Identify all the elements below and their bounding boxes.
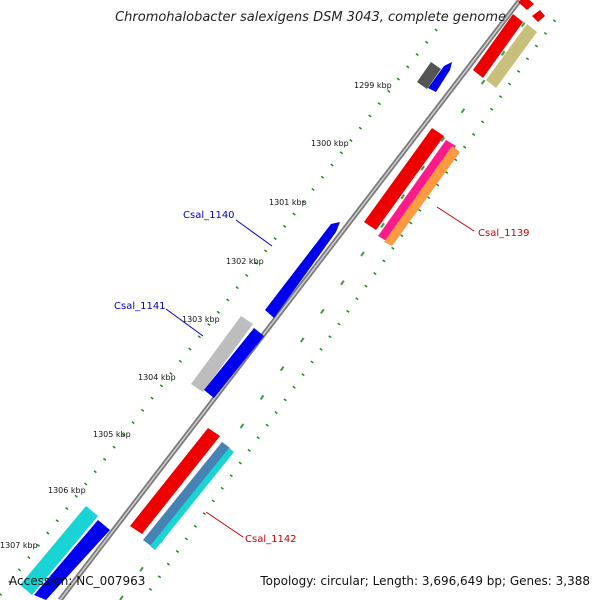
accession-text: Accession: NC_007963 bbox=[9, 574, 146, 588]
gene-features bbox=[20, 0, 545, 600]
scale-tick-label: 1303 kbp bbox=[182, 315, 220, 324]
inner-dotted-arc bbox=[148, 19, 557, 591]
topology-text: Topology: circular; Length: 3,696,649 bp… bbox=[260, 574, 590, 588]
scale-tick-label: 1302 kbp bbox=[226, 257, 264, 266]
genome-title: Chromohalobacter salexigens DSM 3043, co… bbox=[115, 10, 506, 25]
gene-label-csal-1141: Csal_1141 bbox=[114, 301, 166, 312]
gene-feature[interactable] bbox=[384, 146, 460, 246]
scale-tick-label: 1305 kbp bbox=[93, 430, 131, 439]
gene-feature-csal-1141[interactable] bbox=[191, 316, 253, 392]
gene-feature[interactable] bbox=[34, 520, 110, 600]
gene-feature[interactable] bbox=[204, 328, 264, 398]
gene-feature[interactable] bbox=[150, 448, 234, 550]
scale-tick-label: 1299 kbp bbox=[354, 81, 392, 90]
connector-csal-1142 bbox=[205, 511, 244, 538]
gene-feature[interactable] bbox=[486, 24, 537, 88]
scale-tick-label: 1307 kbp bbox=[0, 541, 38, 550]
scale-dotted-arc bbox=[0, 24, 442, 596]
gene-feature[interactable] bbox=[378, 140, 456, 242]
gene-feature[interactable] bbox=[417, 62, 441, 89]
scale-tick-label: 1306 kbp bbox=[48, 486, 86, 495]
gene-feature[interactable] bbox=[473, 14, 523, 78]
connector-csal-1141 bbox=[165, 308, 204, 337]
connector-csal-1140 bbox=[235, 219, 273, 247]
scale-tick-label: 1300 kbp bbox=[311, 139, 349, 148]
connector-csal-1139 bbox=[436, 206, 475, 232]
gene-feature[interactable] bbox=[428, 62, 452, 92]
gene-feature-csal-1140[interactable] bbox=[265, 222, 340, 318]
scale-tick-label: 1304 kbp bbox=[138, 373, 176, 382]
gene-label-csal-1139: Csal_1139 bbox=[478, 228, 530, 239]
gene-label-csal-1142: Csal_1142 bbox=[245, 534, 297, 545]
scale-tick-label: 1301 kbp bbox=[269, 198, 307, 207]
gene-label-csal-1140: Csal_1140 bbox=[183, 210, 235, 221]
gene-feature[interactable] bbox=[20, 506, 98, 595]
gene-feature-csal-1139[interactable] bbox=[364, 128, 444, 230]
gene-feature[interactable] bbox=[532, 10, 545, 22]
gene-feature[interactable] bbox=[518, 0, 534, 10]
gene-feature-csal-1142[interactable] bbox=[130, 428, 220, 534]
gene-feature[interactable] bbox=[143, 442, 230, 546]
